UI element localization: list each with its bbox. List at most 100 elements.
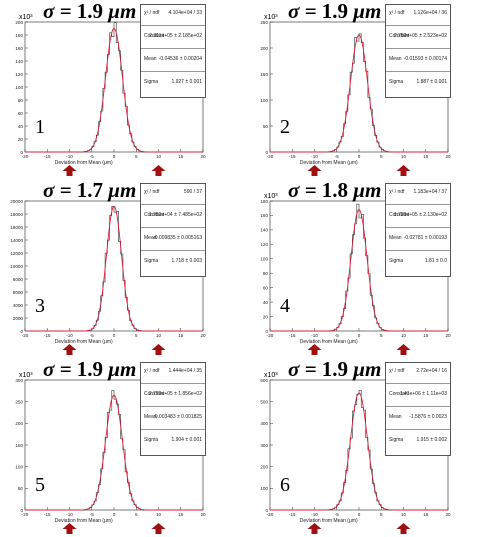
- y-multiplier: x10³: [19, 14, 33, 21]
- stats-row: χ² / ndf 1.126e+04 / 36: [386, 5, 450, 27]
- x-tick-label: 5: [135, 154, 138, 159]
- stats-label: Constant: [389, 212, 410, 218]
- stats-value: -0.01593 ± 0.00174: [403, 56, 447, 62]
- cut-arrow-icon: [62, 165, 77, 176]
- x-tick-label: 0: [358, 512, 361, 517]
- stats-value: 2.311e+05 ± 2.185e+02: [149, 33, 202, 39]
- y-tick-label: 0: [20, 150, 23, 155]
- stats-value: -0.02781 ± 0.00193: [403, 235, 447, 241]
- y-tick-label: 8000: [13, 277, 24, 282]
- y-tick-label: 120: [15, 72, 23, 77]
- y-tick-label: 0: [265, 329, 268, 334]
- x-tick-label: 20: [445, 512, 451, 517]
- x-tick-label: 5: [135, 333, 138, 338]
- histogram-panel-1: 0 20 40 60 80 100 120 140 160 180 200 -20 -15 -10 -5 0 5…: [3, 0, 225, 177]
- fit-stats-box: χ² / ndf 1.126e+04 / 36 Constant 2.789e+05 …: [385, 4, 451, 98]
- x-tick-label: 20: [200, 512, 206, 517]
- x-tick-label: -15: [289, 333, 296, 338]
- stats-value: 1.718 ± 0.003: [171, 258, 202, 264]
- y-tick-label: 14000: [10, 238, 23, 243]
- x-axis-label: Deviation from Mean (μm): [55, 339, 113, 345]
- y-tick-label: 250: [15, 399, 23, 404]
- stats-label: Mean: [389, 414, 402, 420]
- stats-row: Mean -0.009835 ± 0.005163: [141, 230, 205, 252]
- stats-value: 1.887 ± 0.001: [416, 79, 447, 85]
- y-tick-label: 120: [260, 242, 268, 247]
- x-tick-label: 10: [156, 512, 162, 517]
- stats-label: χ² / ndf: [144, 189, 160, 195]
- stats-row: Constant 2.789e+05 ± 2.523e+02: [386, 28, 450, 50]
- x-tick-label: 15: [178, 333, 184, 338]
- y-tick-label: 16000: [10, 225, 23, 230]
- x-tick-label: -15: [44, 512, 51, 517]
- stats-row: Sigma 1.904 ± 0.001: [141, 432, 205, 452]
- stats-label: Mean: [389, 235, 402, 241]
- sigma-unit: μm: [108, 0, 137, 23]
- x-tick-label: -20: [22, 333, 29, 338]
- y-tick-label: 100: [260, 486, 268, 491]
- stats-value: 2.72e+04 / 16: [416, 368, 447, 374]
- x-tick-label: 15: [423, 154, 429, 159]
- y-tick-label: 300: [260, 443, 268, 448]
- panel-number: 3: [35, 295, 45, 317]
- y-tick-label: 160: [15, 46, 23, 51]
- y-tick-label: 200: [15, 20, 23, 25]
- stats-value: 1.81 ± 0.0: [424, 258, 447, 264]
- stats-row: Constant 1.726e+05 ± 2.130e+02: [386, 207, 450, 229]
- histogram-panel-3: 0 2000 4000 6000 8000 10000 12000 14000 16000 180…: [3, 178, 225, 356]
- sigma-heading: σ = 1.9 μm: [288, 0, 381, 24]
- y-tick-label: 160: [260, 213, 268, 218]
- sigma-heading: σ = 1.9 μm: [43, 357, 136, 382]
- gaussian-fit-curve: [25, 205, 203, 332]
- x-tick-label: -5: [335, 333, 340, 338]
- x-axis-label: Deviation from Mean (μm): [300, 339, 358, 345]
- fit-stats-box: χ² / ndf 1.444e+04 / 35 Constant 2.776e+05 …: [140, 362, 206, 456]
- y-tick-label: 100: [260, 257, 268, 262]
- x-axis-label: Deviation from Mean (μm): [300, 518, 358, 524]
- x-tick-label: -15: [289, 512, 296, 517]
- cut-arrow-icon: [151, 344, 166, 355]
- stats-value: 2.789e+05 ± 2.523e+02: [393, 33, 447, 39]
- stats-row: Mean -0.02781 ± 0.00193: [386, 230, 450, 252]
- sigma-heading: σ = 1.9 μm: [288, 357, 381, 382]
- y-tick-label: 100: [15, 464, 23, 469]
- histogram-panel-5: 0 50 100 150 200 250 300 -20 -15 -10 -5 0 5 10 15 20 Dev…: [3, 357, 225, 535]
- y-tick-label: 18000: [10, 212, 23, 217]
- y-tick-label: 150: [260, 72, 268, 77]
- y-multiplier: x10³: [264, 14, 278, 21]
- x-tick-label: 10: [156, 154, 162, 159]
- stats-value: 590 / 37: [183, 189, 202, 195]
- x-tick-label: 20: [200, 154, 206, 159]
- y-tick-label: 0: [20, 508, 23, 513]
- y-tick-label: 40: [263, 300, 269, 305]
- stats-label: Sigma: [144, 79, 159, 85]
- stats-value: 1.41e+06 ± 1.11e+03: [399, 391, 447, 397]
- stats-value: -1.5876 ± 0.0023: [409, 414, 447, 420]
- stats-label: Constant: [144, 33, 165, 39]
- stats-row: Sigma 1.915 ± 0.002: [386, 432, 450, 452]
- stats-value: 1.981e+04 ± 7.485e+02: [148, 212, 202, 218]
- cut-arrow-icon: [396, 523, 411, 534]
- stats-value: 1.183e+04 / 37: [413, 189, 447, 195]
- y-tick-label: 12000: [10, 251, 23, 256]
- panel-number: 6: [280, 474, 290, 496]
- sigma-symbol: σ =: [43, 357, 77, 381]
- y-tick-label: 2000: [13, 316, 24, 321]
- y-tick-label: 400: [260, 421, 268, 426]
- sigma-heading: σ = 1.8 μm: [288, 178, 381, 203]
- stats-value: 2.776e+05 ± 1.856e+02: [148, 391, 202, 397]
- x-tick-label: 0: [113, 333, 116, 338]
- y-multiplier: x10³: [19, 372, 33, 379]
- histogram-panel-2: 0 50 100 150 200 250 -20 -15 -10 -5 0 5 10 15 20 Deviat…: [248, 0, 470, 177]
- y-tick-label: 600: [260, 378, 268, 383]
- x-tick-label: -20: [22, 154, 29, 159]
- stats-value: 4.104e+04 / 33: [168, 10, 202, 16]
- x-tick-label: 5: [380, 154, 383, 159]
- panel-number: 1: [35, 116, 45, 138]
- stats-label: Mean: [389, 56, 402, 62]
- stats-row: χ² / ndf 2.72e+04 / 16: [386, 363, 450, 385]
- x-tick-label: -10: [311, 512, 318, 517]
- x-tick-label: -15: [44, 333, 51, 338]
- gaussian-fit-curve: [25, 28, 203, 153]
- stats-value: 1.904 ± 0.001: [171, 437, 202, 443]
